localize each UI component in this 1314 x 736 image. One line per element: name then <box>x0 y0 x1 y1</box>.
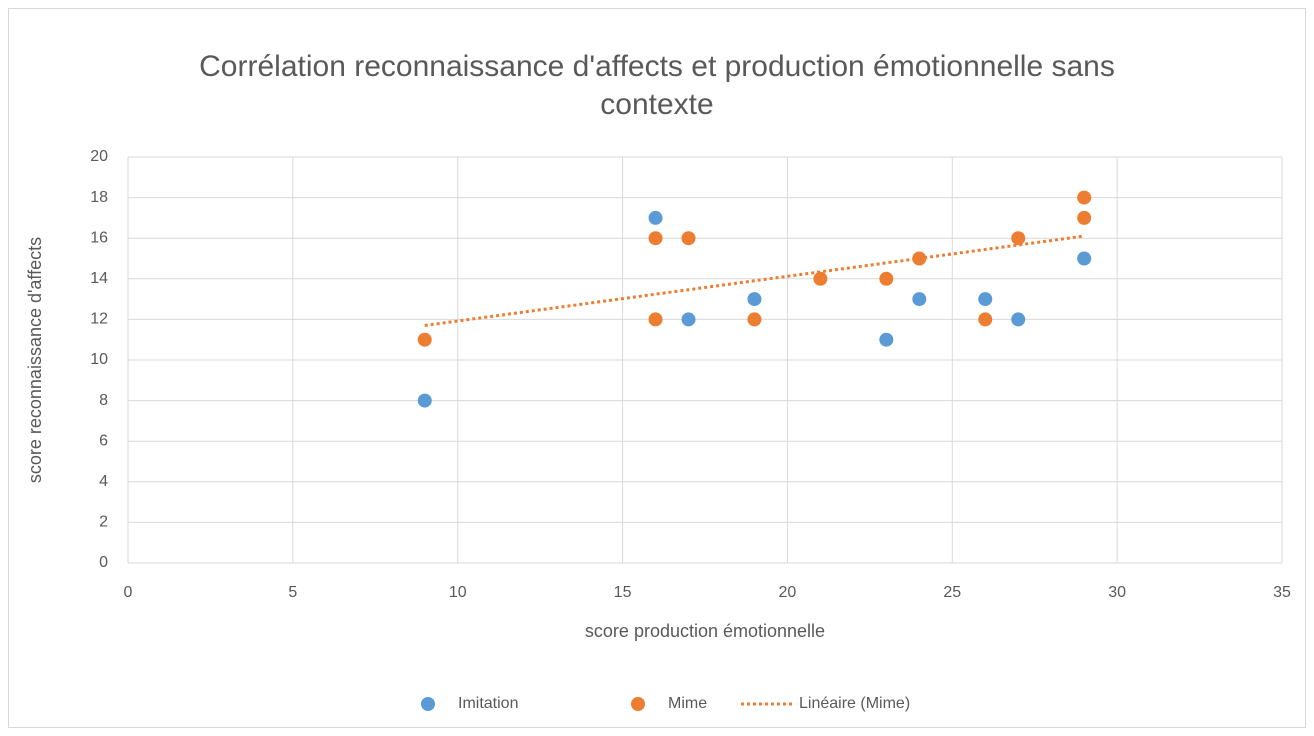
y-tick-label: 2 <box>99 514 108 531</box>
y-tick-label: 8 <box>99 392 108 409</box>
point <box>648 312 663 327</box>
point <box>681 312 696 327</box>
point <box>1011 231 1026 246</box>
chart-title: Corrélation reconnaissance d'affects et … <box>199 50 1115 121</box>
point <box>747 312 762 327</box>
y-tick-label: 14 <box>90 270 108 287</box>
y-tick-label: 20 <box>90 148 108 165</box>
point <box>1077 210 1092 225</box>
point <box>1077 251 1092 266</box>
x-tick-label: 10 <box>449 584 467 601</box>
x-tick-label: 15 <box>614 584 632 601</box>
point <box>813 271 828 286</box>
point <box>879 271 894 286</box>
point <box>417 332 432 347</box>
point <box>978 292 993 307</box>
x-tick-label: 25 <box>943 584 961 601</box>
point <box>417 393 432 408</box>
x-tick-label: 30 <box>1108 584 1126 601</box>
point <box>1011 312 1026 327</box>
y-tick-label: 18 <box>90 189 108 206</box>
y-tick-label: 6 <box>99 432 108 449</box>
x-tick-label: 5 <box>288 584 297 601</box>
x-tick-label: 20 <box>779 584 797 601</box>
x-axis-label: score production émotionnelle <box>585 621 825 641</box>
point <box>912 292 927 307</box>
legend-label: Imitation <box>458 695 518 712</box>
point <box>978 312 993 327</box>
chart-border <box>8 8 1306 728</box>
point <box>648 210 663 225</box>
trendline <box>424 234 1085 327</box>
x-tick-label: 0 <box>124 584 133 601</box>
y-tick-label: 4 <box>99 473 108 490</box>
y-tick-label: 10 <box>90 351 108 368</box>
point <box>681 231 696 246</box>
y-tick-label: 16 <box>90 229 108 246</box>
legend-label: Mime <box>668 695 707 712</box>
y-axis-label: score reconnaissance d'affects <box>25 237 45 483</box>
legend-label: Linéaire (Mime) <box>799 695 910 712</box>
x-tick-label: 35 <box>1273 584 1291 601</box>
point <box>648 231 663 246</box>
legend-marker <box>631 697 645 711</box>
y-tick-label: 0 <box>99 554 108 571</box>
point <box>879 332 894 347</box>
legend-marker <box>421 697 435 711</box>
point <box>747 292 762 307</box>
y-tick-label: 12 <box>90 311 108 328</box>
point <box>1077 190 1092 205</box>
